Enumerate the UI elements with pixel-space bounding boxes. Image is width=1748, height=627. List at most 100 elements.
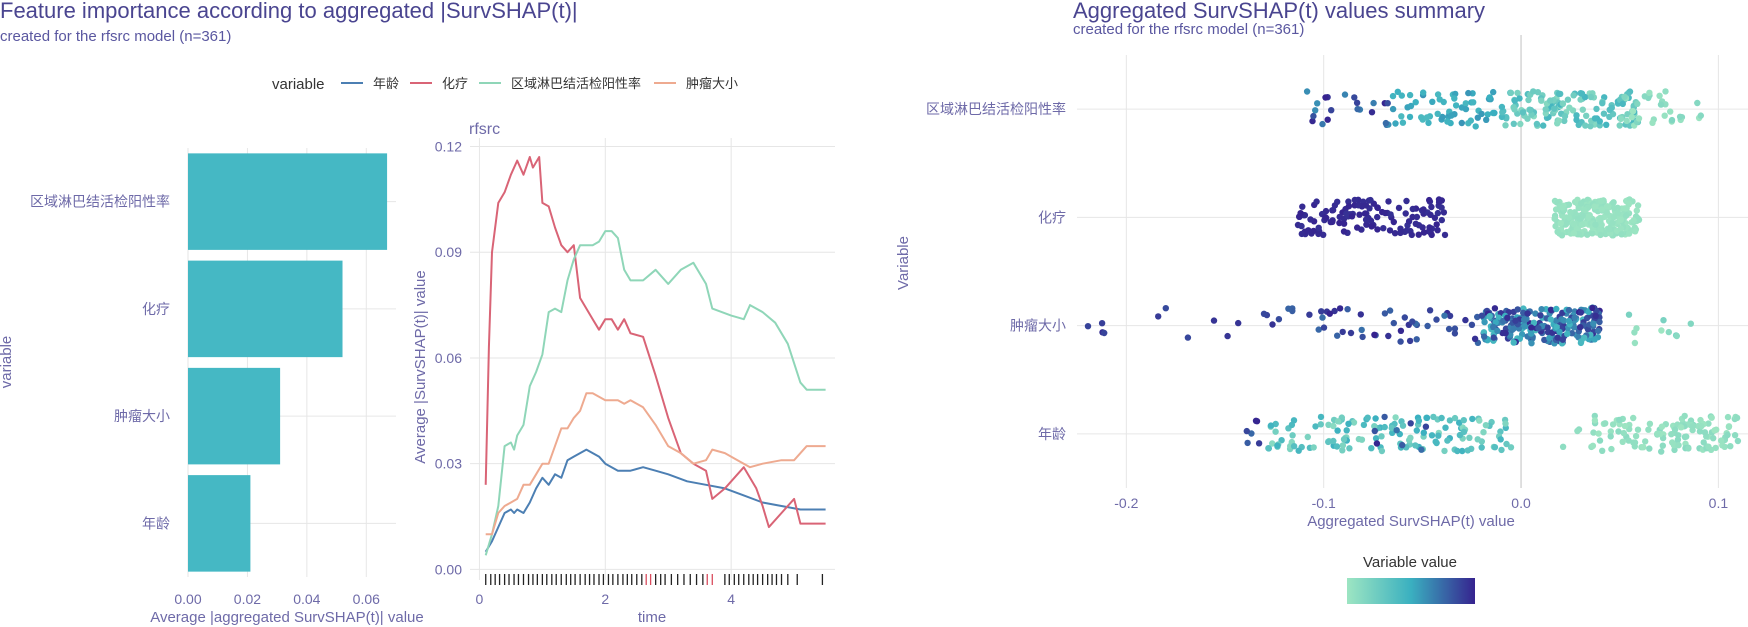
bar-x-tick-label: 0.04 (293, 591, 320, 607)
scatter-point (1472, 123, 1479, 130)
scatter-point (1591, 336, 1598, 343)
scatter-point (1430, 413, 1437, 421)
scatter-point (1617, 216, 1625, 223)
right-title: Aggregated SurvSHAP(t) values summary (1073, 0, 1485, 23)
scatter-point (1628, 113, 1636, 121)
series-line (484, 448, 826, 553)
scatter-point (1622, 212, 1630, 219)
scatter-x-tick-label: -0.2 (1114, 495, 1138, 511)
scatter-point (1469, 415, 1476, 423)
scatter-point (1550, 105, 1558, 112)
scatter-point (1589, 304, 1596, 312)
scatter-point (1397, 229, 1404, 237)
scatter-point (1420, 206, 1427, 213)
scatter-point (1725, 423, 1733, 431)
scatter-point (1629, 108, 1637, 115)
scatter-point (1299, 203, 1306, 210)
scatter-point (1718, 437, 1725, 444)
scatter-point (1328, 107, 1335, 114)
scatter-point (1350, 419, 1358, 426)
scatter-point (1325, 438, 1332, 446)
scatter-point (1512, 317, 1519, 324)
scatter-point (1339, 447, 1346, 454)
scatter-point (1429, 98, 1436, 106)
scatter-point (1372, 435, 1380, 442)
scatter-point (1571, 314, 1578, 321)
scatter-point (1534, 89, 1542, 96)
scatter-point (1325, 421, 1332, 428)
scatter-point (1502, 420, 1509, 427)
scatter-point (1420, 89, 1427, 96)
scatter-point (1623, 117, 1630, 125)
scatter-point (1361, 210, 1369, 217)
scatter-point (1478, 444, 1485, 451)
scatter-point (1362, 216, 1370, 223)
scatter-point (1573, 116, 1580, 124)
scatter-point (1393, 427, 1400, 434)
scatter-point (1483, 116, 1490, 124)
scatter-point (1260, 310, 1268, 317)
scatter-point (1435, 199, 1443, 206)
scatter-point (1646, 445, 1653, 452)
line-legend: variable 年龄 化疗 区域淋巴结活检阳性率 肿瘤大小 (272, 76, 738, 93)
scatter-point (1632, 228, 1639, 235)
scatter-point (1700, 439, 1707, 446)
legend-title: variable (272, 76, 325, 93)
scatter-point (1298, 230, 1306, 238)
scatter-point (1533, 120, 1541, 128)
scatter-point (1406, 91, 1414, 99)
scatter-point (1387, 211, 1394, 218)
scatter-point (1320, 324, 1328, 331)
bar-y-axis-title: variable (0, 336, 15, 389)
scatter-point (1486, 94, 1493, 101)
scatter-point (1390, 218, 1398, 226)
scatter-point (1502, 122, 1509, 129)
scatter-point (1354, 224, 1361, 231)
scatter-point (1407, 102, 1415, 110)
scatter-point (1510, 325, 1517, 332)
scatter-point (1340, 436, 1348, 443)
scatter-point (1386, 227, 1394, 234)
scatter-point (1559, 100, 1567, 107)
scatter-point (1575, 231, 1583, 238)
scatter-point (1514, 306, 1521, 313)
scatter-point (1616, 122, 1623, 129)
scatter-point (1310, 227, 1317, 235)
scatter-point (1381, 310, 1389, 317)
scatter-point (1607, 428, 1615, 435)
scatter-point (1267, 422, 1275, 429)
scatter-category-label: 年龄 (1038, 426, 1066, 442)
scatter-point (1525, 96, 1532, 104)
scatter-point (1374, 204, 1382, 212)
scatter-point (1705, 443, 1712, 450)
scatter-point (1378, 433, 1385, 440)
scatter-point (1460, 428, 1468, 436)
scatter-point (1438, 414, 1445, 422)
bar (188, 367, 281, 465)
scatter-point (1389, 92, 1397, 100)
scatter-point (1597, 197, 1605, 205)
scatter-point (1600, 110, 1608, 117)
scatter-point (1314, 100, 1321, 107)
scatter-point (1490, 323, 1497, 331)
scatter-point (1333, 443, 1341, 450)
scatter-point (1084, 323, 1092, 330)
scatter-point (1555, 90, 1563, 98)
scatter-point (1407, 420, 1414, 427)
bar (188, 153, 388, 250)
scatter-point (1579, 106, 1587, 113)
scatter-point (1452, 102, 1460, 109)
scatter-point (1347, 329, 1355, 337)
scatter-point (1495, 314, 1503, 321)
scatter-point (1382, 209, 1389, 217)
scatter-point (1646, 89, 1653, 97)
scatter-point (1398, 92, 1406, 99)
scatter-point (1438, 204, 1445, 211)
scatter-point (1397, 327, 1405, 334)
scatter-point (1584, 213, 1592, 220)
scatter-point (1676, 113, 1684, 121)
scatter-point (1698, 423, 1705, 430)
scatter-point (1585, 308, 1592, 316)
scatter-point (1385, 198, 1392, 205)
scatter-point (1596, 437, 1604, 444)
